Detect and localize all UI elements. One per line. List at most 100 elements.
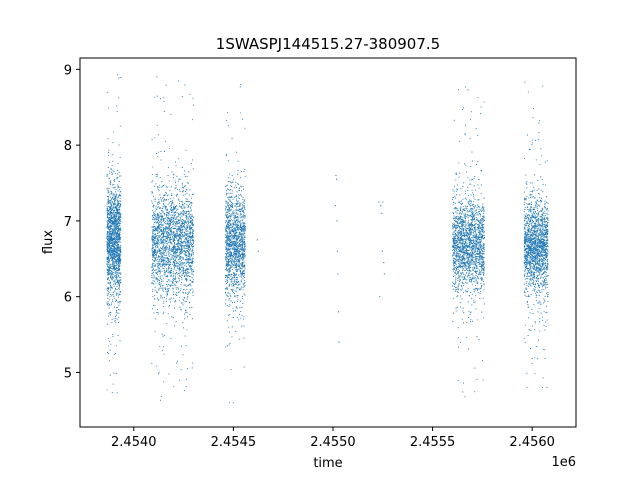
data-point — [180, 238, 182, 240]
data-point — [119, 248, 121, 250]
data-point — [163, 150, 165, 152]
data-point — [188, 275, 190, 278]
data-point — [109, 182, 112, 184]
data-point — [191, 269, 193, 271]
data-point — [238, 208, 240, 211]
data-point — [189, 238, 191, 240]
data-point — [163, 257, 165, 259]
data-point — [242, 215, 245, 217]
data-point — [228, 326, 230, 328]
data-point — [173, 238, 175, 240]
data-point — [224, 291, 227, 294]
data-point — [186, 276, 188, 278]
data-point — [117, 195, 120, 197]
data-point — [154, 254, 157, 256]
data-point — [232, 402, 234, 404]
data-point — [162, 196, 164, 199]
data-point — [182, 189, 184, 192]
data-point — [190, 236, 193, 239]
data-point — [179, 214, 181, 216]
data-point — [242, 216, 244, 218]
data-point — [176, 210, 178, 212]
data-point — [119, 239, 121, 241]
data-point — [172, 221, 174, 223]
data-point — [175, 269, 177, 271]
data-point — [232, 276, 234, 278]
data-point — [189, 249, 191, 251]
data-point — [241, 222, 243, 224]
data-point — [152, 229, 154, 231]
data-point — [233, 254, 235, 256]
data-point — [156, 217, 158, 219]
data-point — [229, 246, 231, 248]
data-point — [191, 273, 193, 275]
data-point — [173, 173, 175, 175]
data-point — [152, 237, 154, 239]
data-point — [180, 290, 182, 292]
data-point — [174, 248, 176, 250]
data-point — [230, 235, 232, 237]
data-point — [243, 253, 245, 255]
data-point — [239, 211, 241, 213]
data-point — [181, 212, 183, 214]
data-point — [108, 315, 110, 317]
data-point — [178, 269, 180, 271]
data-point — [232, 284, 234, 286]
data-point — [180, 282, 183, 284]
data-point — [112, 256, 114, 258]
data-point — [180, 227, 183, 229]
data-point — [106, 271, 108, 273]
data-point — [187, 245, 189, 247]
data-point — [120, 216, 122, 218]
data-point — [119, 236, 121, 238]
data-point — [192, 290, 194, 292]
data-point — [235, 306, 237, 308]
data-point — [240, 112, 242, 114]
data-point — [159, 215, 161, 217]
data-point — [157, 232, 159, 235]
data-point — [183, 247, 185, 249]
data-point — [109, 183, 111, 185]
data-point — [161, 226, 163, 228]
data-point — [237, 218, 239, 220]
data-point — [172, 245, 175, 247]
data-point — [185, 279, 187, 281]
data-point — [160, 215, 162, 218]
data-point — [153, 249, 155, 251]
data-point — [162, 245, 164, 248]
data-point — [108, 217, 110, 219]
data-point — [172, 177, 174, 179]
data-point — [113, 295, 115, 298]
data-point — [185, 258, 187, 260]
data-point — [166, 290, 169, 292]
data-point — [161, 224, 163, 226]
data-point — [235, 276, 237, 279]
data-point — [151, 270, 153, 272]
data-point — [165, 84, 167, 86]
data-point — [238, 222, 240, 224]
data-point — [116, 288, 118, 290]
data-point — [185, 277, 188, 280]
data-point — [236, 239, 238, 241]
data-point — [232, 302, 234, 304]
data-point — [243, 286, 245, 288]
data-point — [111, 224, 113, 226]
data-point — [163, 244, 165, 247]
data-point — [111, 202, 113, 204]
data-point — [155, 242, 157, 245]
data-point — [166, 220, 168, 222]
data-point — [185, 386, 187, 388]
data-point — [116, 269, 118, 271]
data-point — [109, 272, 111, 274]
data-point — [107, 166, 109, 169]
data-point — [151, 226, 153, 228]
data-point — [183, 296, 186, 298]
data-point — [182, 194, 184, 196]
data-point — [112, 275, 114, 277]
data-point — [243, 272, 245, 275]
data-point — [114, 283, 116, 285]
data-point — [183, 270, 185, 272]
data-point — [185, 233, 187, 235]
data-point — [160, 255, 162, 257]
data-point — [233, 245, 235, 248]
